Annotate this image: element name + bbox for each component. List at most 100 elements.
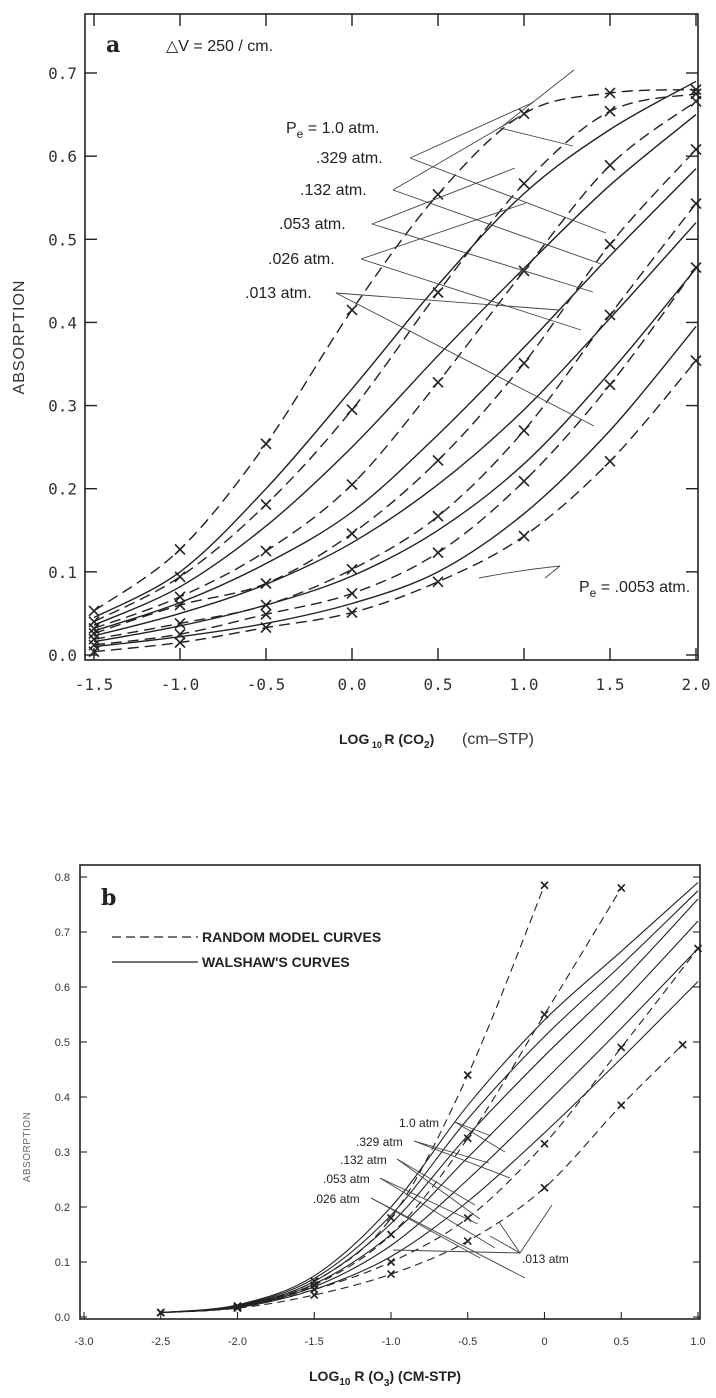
data-point-x xyxy=(540,1139,549,1148)
x-tick-label: -1.0 xyxy=(382,1336,401,1348)
data-point-x xyxy=(174,599,186,611)
leader-line xyxy=(370,1197,526,1279)
walshaw-curve xyxy=(160,981,699,1314)
y-tick-label: 0.1 xyxy=(48,563,77,582)
panel-letter: a xyxy=(106,32,120,58)
data-point-x xyxy=(690,84,702,96)
x-tick-label: -2.0 xyxy=(228,1336,247,1348)
data-point-x xyxy=(432,376,444,388)
data-point-x xyxy=(260,438,272,450)
walshaw-curve xyxy=(160,948,699,1314)
walshaw-curve xyxy=(93,267,697,643)
y-tick-label: 0.4 xyxy=(48,313,77,332)
pressure-label: .329 atm. xyxy=(316,150,383,167)
data-point-x xyxy=(310,1290,319,1300)
data-point-x xyxy=(88,646,100,658)
x-axis-label: LOG 10 R (CO2) xyxy=(339,731,434,751)
y-tick-label: 0.6 xyxy=(48,147,77,166)
data-point-x xyxy=(617,883,626,893)
data-point-x xyxy=(432,454,444,467)
data-point-x xyxy=(518,108,530,120)
data-point-x xyxy=(432,547,444,559)
leader-line xyxy=(371,223,594,293)
leader-line xyxy=(519,1204,553,1254)
data-point-x xyxy=(260,608,272,620)
leader-line xyxy=(392,189,602,265)
y-tick-label: 0.0 xyxy=(55,1312,70,1324)
random-model-curve xyxy=(160,885,546,1314)
pressure-label: .026 atm xyxy=(313,1192,360,1206)
leader-line xyxy=(392,1249,521,1254)
data-point-x xyxy=(463,1237,472,1246)
data-point-x xyxy=(678,1040,687,1049)
data-point-x xyxy=(432,188,444,200)
data-point-x xyxy=(690,143,702,156)
data-point-x xyxy=(386,1257,396,1267)
plot-frame xyxy=(79,864,701,1320)
data-point-x xyxy=(260,545,272,557)
walshaw-curve xyxy=(160,898,699,1314)
pressure-label: .026 atm. xyxy=(268,251,335,268)
data-point-x xyxy=(604,159,616,171)
data-point-x xyxy=(346,528,358,540)
data-point-x xyxy=(518,424,530,437)
walshaw-curve xyxy=(93,168,697,632)
walshaw-curve xyxy=(160,882,699,1314)
pressure-label: .132 atm xyxy=(340,1153,387,1167)
data-point-x xyxy=(346,563,358,575)
leader-line xyxy=(478,565,561,579)
x-tick-label: 2.0 xyxy=(682,675,711,694)
leader-line xyxy=(409,157,607,234)
chart-panel-a: -1.5 -1.0 -0.5 0.0 0.5 1.0 1.5 2.0 0.0 0.1 0.2 0.3 0… xyxy=(11,13,711,751)
leader-line xyxy=(370,1197,481,1259)
data-point-x xyxy=(518,475,530,487)
data-point-x xyxy=(88,605,100,617)
data-point-x xyxy=(174,543,186,555)
bandwidth-annotation: △V = 250 / cm. xyxy=(166,38,273,55)
x-tick-label: 0.0 xyxy=(338,675,367,694)
data-point-x xyxy=(346,607,358,619)
pressure-label: .329 atm xyxy=(356,1135,403,1149)
data-point-x xyxy=(432,510,444,522)
data-point-x xyxy=(518,178,530,190)
data-point-x xyxy=(260,577,272,590)
leader-line xyxy=(396,1158,481,1220)
data-point-x xyxy=(346,404,358,416)
data-point-x xyxy=(432,576,444,588)
y-tick-label: 0.2 xyxy=(55,1202,70,1214)
walshaw-curve xyxy=(160,890,699,1314)
random-model-curve xyxy=(160,948,699,1314)
leader-line xyxy=(371,167,516,225)
pressure-label: 1.0 atm xyxy=(399,1116,439,1130)
x-tick-label: 0 xyxy=(541,1336,547,1348)
data-point-x xyxy=(346,478,358,491)
random-model-curve xyxy=(93,93,697,623)
x-tick-label: -0.5 xyxy=(458,1336,477,1348)
leader-line xyxy=(499,69,575,129)
data-point-x xyxy=(617,1043,626,1052)
data-point-x xyxy=(463,1070,472,1080)
data-point-x xyxy=(463,1134,472,1143)
pressure-label: .053 atm. xyxy=(279,216,346,233)
data-point-x xyxy=(690,355,702,367)
leader-line xyxy=(413,1140,511,1179)
y-tick-label: 0.3 xyxy=(55,1147,70,1159)
y-axis-label: ABSORPTION xyxy=(22,1112,33,1183)
pressure-label: Pe = 1.0 atm. xyxy=(286,120,379,141)
data-point-x xyxy=(604,309,616,321)
data-point-x xyxy=(690,261,702,274)
leader-line xyxy=(379,1177,479,1225)
leader-line xyxy=(413,1140,490,1164)
leader-line xyxy=(379,1177,496,1249)
x-tick-label: -1.5 xyxy=(75,675,114,694)
y-tick-label: 0.0 xyxy=(48,646,77,665)
data-point-x xyxy=(386,1270,396,1279)
plot-frame xyxy=(84,13,699,661)
data-point-x xyxy=(174,591,186,603)
data-point-x xyxy=(540,1183,549,1192)
x-tick-label: -3.0 xyxy=(75,1336,94,1348)
x-tick-label: 0.5 xyxy=(424,675,453,694)
data-point-x xyxy=(174,571,186,583)
data-point-x xyxy=(156,1308,165,1317)
